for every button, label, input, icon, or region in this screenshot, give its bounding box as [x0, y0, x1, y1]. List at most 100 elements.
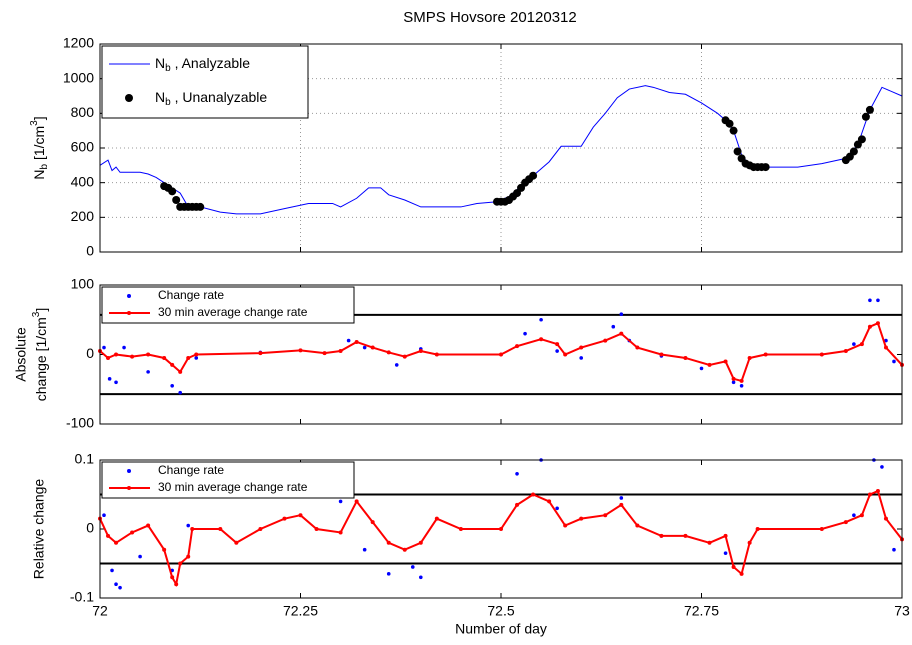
data-point: [418, 349, 423, 354]
data-point: [122, 345, 126, 350]
data-point: [892, 547, 896, 552]
text-part: N: [155, 55, 165, 71]
data-point: [298, 348, 303, 353]
data-point: [110, 568, 114, 573]
data-point: [852, 342, 856, 346]
y-tick-label: 600: [71, 139, 95, 155]
legend-swatch: [127, 486, 131, 490]
data-point: [499, 352, 503, 357]
data-point: [761, 163, 770, 172]
axes-box: [99, 284, 903, 425]
y-tick-label: -100: [66, 415, 94, 431]
data-point: [857, 135, 866, 144]
data-point: [146, 370, 150, 374]
legend-box: [101, 286, 355, 324]
data-point: [852, 513, 856, 517]
data-point: [354, 499, 359, 504]
data-point: [739, 378, 744, 383]
data-point: [114, 582, 118, 586]
y-tick-label: 0: [86, 345, 94, 361]
text-part: , Analyzable: [171, 55, 251, 71]
data-point: [819, 352, 824, 357]
data-point: [883, 345, 888, 350]
data-point: [849, 147, 858, 156]
data-point: [362, 547, 367, 552]
y-tick-label: 800: [71, 104, 95, 120]
text-part: b: [165, 97, 171, 108]
data-point: [731, 564, 736, 569]
data-point: [170, 575, 175, 580]
data-point: [258, 351, 263, 356]
data-point: [843, 349, 848, 354]
y-axis-label: Absolute: [13, 327, 29, 382]
x-tick-label: 72.5: [487, 603, 514, 619]
data-point: [434, 352, 439, 357]
data-point: [162, 547, 167, 552]
legend-box: [101, 461, 355, 499]
legend-swatch: [127, 469, 131, 473]
data-point: [868, 298, 872, 303]
data-point: [499, 527, 503, 531]
data-point: [130, 354, 135, 359]
text-part: change [1/cm: [33, 317, 49, 401]
data-point: [539, 337, 544, 342]
text-part: N: [31, 170, 47, 180]
legend-label: 30 min average change rate: [158, 480, 308, 494]
data-point: [338, 530, 343, 535]
data-point: [876, 298, 880, 303]
data-point: [547, 499, 552, 504]
legend-label: Nb , Unanalyzable: [155, 89, 267, 108]
legend-label: Change rate: [158, 288, 224, 302]
data-point: [370, 345, 375, 350]
data-point: [410, 565, 415, 569]
data-point: [867, 492, 872, 497]
data-point: [434, 516, 439, 521]
data-point: [723, 551, 728, 555]
y-tick-label: 0: [86, 520, 94, 536]
legend-label: Nb , Analyzable: [155, 55, 250, 74]
axes-box: [99, 459, 903, 599]
data-point: [729, 126, 738, 135]
text-part: ]: [33, 308, 49, 312]
data-point: [659, 533, 664, 538]
data-point: [194, 356, 199, 360]
data-point: [186, 355, 191, 360]
data-point: [747, 540, 752, 545]
data-point: [731, 380, 736, 385]
series-line: [99, 321, 903, 383]
data-point: [172, 196, 181, 204]
data-point: [515, 502, 520, 507]
data-point: [883, 516, 888, 521]
text-part: 3: [31, 311, 42, 317]
data-point: [362, 345, 367, 350]
legend-swatch: [127, 294, 131, 298]
data-point: [354, 339, 359, 344]
data-point: [394, 363, 399, 367]
data-point: [106, 355, 111, 360]
data-point: [515, 344, 520, 349]
data-point: [386, 572, 391, 576]
data-point: [635, 523, 640, 528]
text-part: ]: [31, 116, 47, 120]
data-point: [146, 352, 151, 357]
data-point: [196, 202, 205, 211]
data-point: [138, 554, 142, 559]
text-part: [1/cm: [31, 126, 47, 164]
data-point: [555, 342, 560, 347]
data-point: [458, 527, 463, 531]
y-tick-label: 400: [71, 173, 95, 189]
data-point: [539, 317, 543, 322]
data-point: [579, 345, 584, 350]
data-point: [603, 513, 608, 518]
data-point: [739, 383, 744, 388]
data-point: [346, 338, 351, 343]
data-point: [234, 540, 239, 545]
y-tick-label: -0.1: [70, 589, 94, 605]
data-point: [699, 366, 704, 371]
y-tick-label: 1000: [63, 69, 94, 85]
data-point: [114, 540, 119, 545]
data-point: [683, 533, 688, 538]
data-point: [314, 527, 319, 531]
data-point: [875, 321, 880, 326]
data-point: [298, 513, 303, 518]
